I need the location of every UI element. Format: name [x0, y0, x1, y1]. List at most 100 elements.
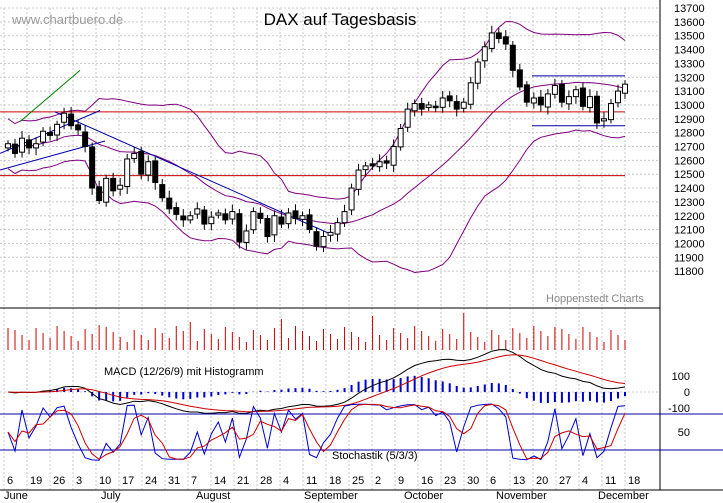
candle-body [166, 197, 173, 210]
candle-body [579, 87, 586, 107]
price-tick-label: 12800 [674, 128, 705, 140]
date-tick-label: 6 [490, 475, 496, 487]
date-tick-label: 4 [582, 475, 588, 487]
date-tick-label: 6 [7, 475, 13, 487]
candle-body [558, 83, 565, 103]
candle-body [292, 210, 299, 220]
macd-tick-label: 100 [672, 371, 690, 383]
candle-body [124, 158, 131, 188]
candle-body [5, 143, 11, 149]
price-tick-label: 12200 [674, 211, 705, 223]
macd-tick-label: 0 [684, 387, 690, 399]
date-tick-label: 14 [214, 475, 226, 487]
price-tick-label: 12700 [674, 142, 705, 154]
price-tick-label: 13400 [674, 45, 705, 57]
candle-body [355, 169, 362, 190]
candle-body [299, 215, 306, 220]
candle-body [243, 230, 250, 243]
date-tick-label: 23 [444, 475, 456, 487]
candle-body [264, 218, 271, 238]
candle-body [250, 211, 257, 231]
candle-body [26, 139, 33, 149]
candle-body [19, 137, 26, 153]
date-tick-label: 11 [605, 475, 616, 487]
bollinger-middle [7, 81, 626, 225]
date-tick-label: 11 [306, 475, 317, 487]
stoch-d-line [7, 403, 626, 460]
price-tick-label: 12300 [674, 197, 705, 209]
candle-body [12, 143, 19, 154]
month-label: December [598, 490, 649, 502]
date-tick-label: 4 [283, 475, 289, 487]
date-tick-label: 27 [559, 475, 571, 487]
candle-body [117, 184, 124, 190]
watermark: www.chartbuero.de [11, 12, 123, 27]
candle-body [75, 124, 82, 131]
candle-body [110, 177, 117, 192]
candle-body [222, 213, 229, 221]
candle-body [47, 132, 54, 136]
date-tick-label: 7 [191, 475, 197, 487]
candle-body [516, 69, 523, 88]
month-label: November [496, 490, 547, 502]
candle-body [600, 118, 607, 122]
candle-body [572, 89, 579, 98]
price-tick-label: 12400 [674, 183, 705, 195]
candle-body [271, 215, 278, 236]
month-label: June [4, 490, 28, 502]
candle-body [61, 112, 68, 123]
candle-body [362, 165, 369, 171]
price-tick-label: 13600 [674, 17, 705, 29]
candle-body [411, 103, 418, 112]
candle-body [89, 146, 96, 189]
date-tick-label: 2 [375, 475, 381, 487]
bollinger-upper [7, 21, 626, 200]
price-tick-label: 13000 [674, 100, 705, 112]
candle-body [432, 105, 439, 109]
date-tick-label: 13 [513, 475, 525, 487]
month-label: July [101, 490, 121, 502]
candle-body [467, 82, 474, 105]
price-tick-label: 11800 [674, 266, 704, 278]
candle-body [278, 216, 285, 225]
candle-body [145, 161, 152, 176]
price-tick-label: 13200 [674, 72, 705, 84]
candle-body [607, 103, 614, 121]
candle-body [502, 36, 509, 45]
candle-body [68, 113, 75, 127]
candle-body [159, 184, 166, 199]
month-label: September [304, 490, 358, 502]
price-tick-label: 11900 [674, 252, 704, 264]
candle-body [537, 96, 544, 106]
trend-line-green [19, 69, 81, 122]
candle-body [425, 104, 432, 108]
candle-body [313, 231, 320, 247]
macd-signal-line [7, 354, 626, 413]
candle-body [82, 131, 89, 148]
candle-body [131, 152, 138, 160]
candle-body [523, 84, 530, 103]
candle-body [495, 32, 502, 39]
volume-bars [7, 313, 626, 350]
candle-body [418, 103, 425, 110]
candle-body [138, 150, 145, 175]
date-tick-label: 17 [122, 475, 134, 487]
date-tick-label: 20 [536, 475, 548, 487]
macd-label: MACD (12/26/9) mit Histogramm [104, 366, 264, 378]
candle-body [481, 46, 488, 62]
candle-body [622, 83, 628, 94]
candle-body [369, 163, 376, 167]
candle-body [40, 130, 47, 143]
candle-body [376, 161, 383, 168]
candles [5, 25, 628, 253]
candle-body [194, 208, 201, 215]
candle-body [33, 143, 40, 149]
candle-body [530, 97, 537, 104]
candle-body [544, 93, 551, 108]
month-label: August [196, 490, 230, 502]
macd-tick-label: -100 [668, 403, 690, 415]
stoch-k-line [7, 403, 626, 461]
date-tick-label: 25 [352, 475, 364, 487]
